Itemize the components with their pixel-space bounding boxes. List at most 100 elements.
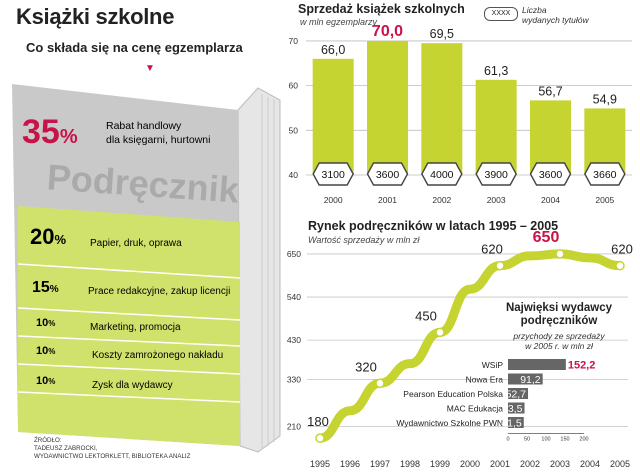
inset-tick-label: 150 <box>560 437 569 443</box>
bar <box>421 43 463 175</box>
publisher-bar <box>508 373 543 385</box>
x-tick-label: 2001 <box>490 459 510 469</box>
inset-title-line-2: podręczników <box>520 315 598 327</box>
publisher-label: MAC Edukacja <box>447 404 503 414</box>
bar-value-label: 56,7 <box>538 84 562 98</box>
item-pct-1: 35% <box>22 113 78 151</box>
book-illustration: Podręcznik 35% Rabat handlowy dla księga… <box>12 84 281 453</box>
item-label-4: Marketing, promocja <box>90 322 181 333</box>
titles-count-label: 3660 <box>593 169 617 181</box>
series-line <box>315 249 625 443</box>
x-tick-label: 1995 <box>310 459 330 469</box>
publisher-value-label: 43,5 <box>502 403 523 415</box>
data-point <box>615 260 625 271</box>
titles-count-badge <box>366 162 409 186</box>
point-label: 450 <box>415 308 437 323</box>
inset-tick-label: 50 <box>524 437 530 443</box>
bar-value-label: 70,0 <box>372 23 403 40</box>
item-pct-2: 20% <box>30 224 66 249</box>
point-label: 320 <box>355 359 377 374</box>
publisher-value-label: 152,2 <box>568 360 596 372</box>
x-tick-label: 2003 <box>487 195 506 205</box>
inset-tick-label: 0 <box>506 437 509 443</box>
inset-tick-label: 100 <box>541 437 550 443</box>
titles-count-badge <box>529 162 572 186</box>
publisher-label: Nowa Era <box>466 375 504 385</box>
bar-value-label: 69,5 <box>430 27 454 41</box>
publisher-label: WSiP <box>482 360 504 370</box>
x-tick-label: 2000 <box>460 459 480 469</box>
line-chart-title: Rynek podręczników w latach 1995 – 2005 <box>308 219 559 233</box>
point-label: 180 <box>307 414 329 429</box>
legend-label: Liczba wydanych tytułów <box>522 5 589 25</box>
item-pct-4: 10% <box>36 317 55 329</box>
x-tick-label: 2005 <box>610 459 630 469</box>
inset-tick-label: 200 <box>579 437 588 443</box>
bar-value-label: 66,0 <box>321 43 345 57</box>
titles-count-badge <box>421 162 463 186</box>
item-label-2: Papier, druk, oprawa <box>90 238 182 249</box>
y-tick-label: 50 <box>289 125 299 135</box>
titles-count-badge <box>584 162 626 186</box>
inset-sub-line-2: w 2005 r. w mln zł <box>525 341 593 351</box>
titles-count-label: 3600 <box>539 169 563 181</box>
bar-chart-title: Sprzedaż książek szkolnych <box>298 2 465 16</box>
publisher-bar <box>508 388 529 399</box>
y-tick-label: 210 <box>287 421 301 431</box>
x-tick-label: 2005 <box>595 195 614 205</box>
data-point <box>495 260 505 271</box>
x-tick-label: 1998 <box>400 459 420 469</box>
x-tick-label: 2004 <box>541 195 560 205</box>
x-tick-label: 1997 <box>370 459 390 469</box>
source-note: ŹRÓDŁO: TADEUSZ ZABROCKI, WYDAWNICTWO LE… <box>34 437 190 461</box>
y-tick-label: 430 <box>287 335 301 345</box>
titles-count-label: 4000 <box>430 169 454 181</box>
x-tick-label: 1999 <box>430 459 450 469</box>
item-label-1b: dla księgarni, hurtowni <box>106 134 210 146</box>
inset-title-line-1: Najwięksi wydawcy <box>505 302 613 314</box>
line-chart-subtitle: Wartość sprzedaży w mln zł <box>308 235 420 245</box>
x-tick-label: 2002 <box>520 459 540 469</box>
item-label-3: Prace redakcyjne, zakup licencji <box>88 286 230 297</box>
row-divider <box>17 307 241 321</box>
publisher-bar <box>508 402 525 414</box>
y-tick-label: 60 <box>289 81 299 91</box>
titles-count-label: 3100 <box>321 169 345 181</box>
publisher-value-label: 91,2 <box>520 374 541 386</box>
y-tick-label: 540 <box>287 292 301 302</box>
bar-chart-subtitle: w mln egzemplarzy <box>300 17 378 27</box>
item-label-5: Koszty zamrożonego nakładu <box>92 350 223 361</box>
titles-count-badge <box>475 162 517 186</box>
sales-bar-chart: 40 50 60 70 66,0 3100 2000 70,0 3600 2001 69,5 4000… <box>289 23 632 205</box>
row-divider <box>17 363 241 375</box>
publisher-label: Pearson Education Polska <box>403 389 503 399</box>
inset-sub-line-1: przychody ze sprzedaży <box>513 331 605 341</box>
publisher-bar <box>508 359 566 370</box>
breakdown-subtitle: Co składa się na cenę egzemplarza <box>26 40 243 55</box>
x-tick-label: 2001 <box>378 195 397 205</box>
bar <box>475 79 517 175</box>
row-divider <box>17 335 241 347</box>
x-tick-label: 2004 <box>580 459 600 469</box>
x-tick-label: 2003 <box>550 459 570 469</box>
main-title: Książki szkolne <box>16 4 175 29</box>
data-point <box>315 433 325 443</box>
x-tick-label: 2002 <box>432 195 451 205</box>
titles-count-label: 3900 <box>484 169 508 181</box>
publisher-bar <box>508 417 524 428</box>
y-tick-label: 330 <box>287 374 301 384</box>
point-label: 620 <box>611 242 633 257</box>
bar-value-label: 61,3 <box>484 64 508 78</box>
y-tick-label: 70 <box>289 36 299 46</box>
publisher-value-label: 52,7 <box>506 389 527 401</box>
bar <box>367 40 408 175</box>
data-point <box>435 327 445 338</box>
titles-count-label: 3600 <box>376 169 400 181</box>
bar-value-label: 54,9 <box>593 92 617 106</box>
row-divider <box>17 263 241 279</box>
x-tick-label: 2000 <box>324 195 343 205</box>
item-label-1: Rabat handlowy <box>106 120 182 132</box>
